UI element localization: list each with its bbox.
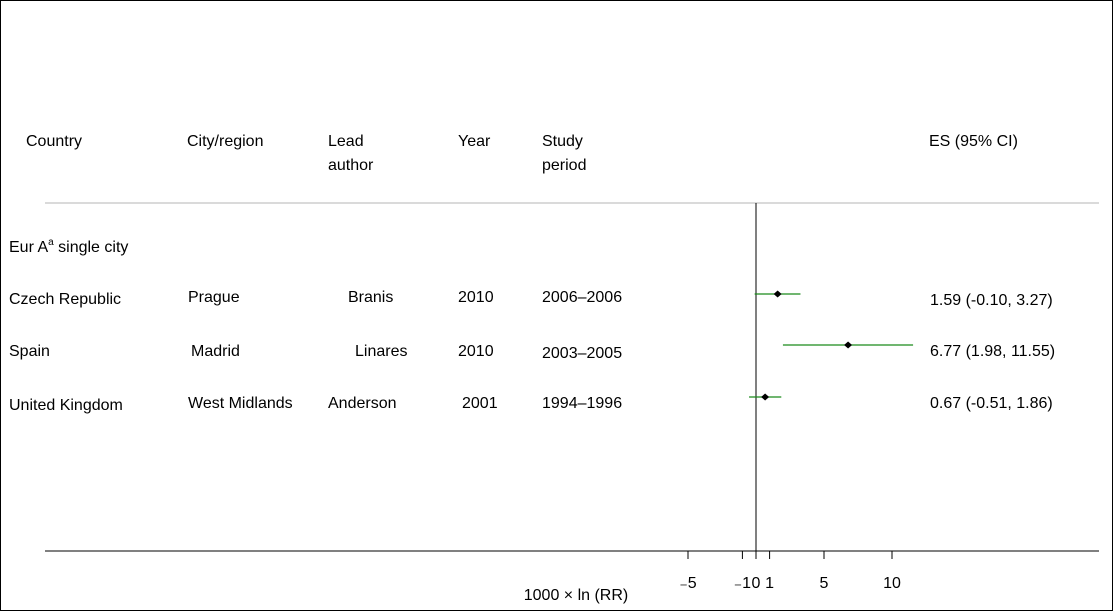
x-tick-label: 5 xyxy=(820,575,829,592)
x-tick-label: ₋5 xyxy=(679,575,696,592)
effect-point xyxy=(774,291,782,298)
effect-marks xyxy=(749,291,913,401)
x-tick-label: 10 xyxy=(883,575,901,592)
x-tick-label: ₋1 xyxy=(734,575,751,592)
x-tick-label: 0 xyxy=(752,575,761,592)
x-tick-label: 1 xyxy=(765,575,774,592)
x-axis-ticks: ₋5 ₋1 0 1 5 10 xyxy=(679,551,901,592)
x-axis-label: 1000 × ln (RR) xyxy=(524,587,629,604)
effect-point xyxy=(761,394,769,401)
effect-point xyxy=(844,342,852,349)
